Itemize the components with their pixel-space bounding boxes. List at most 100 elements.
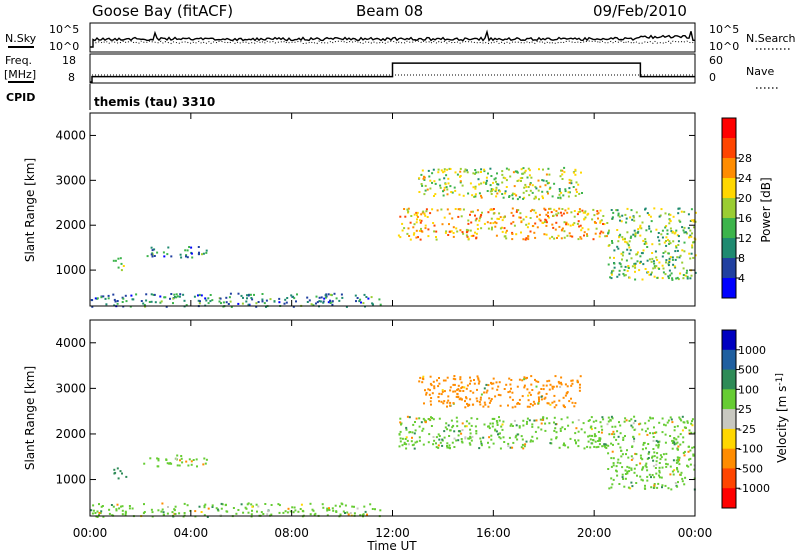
colorbar-label: 1000 [738, 344, 766, 357]
scatter-cell [515, 424, 518, 427]
scatter-cell [545, 233, 548, 236]
scatter-cell [124, 510, 127, 513]
scatter-cell [652, 465, 655, 468]
scatter-cell [178, 464, 181, 467]
scatter-cell [428, 175, 431, 178]
colorbar-swatch [722, 138, 736, 159]
scatter-cell [669, 256, 672, 259]
scatter-cell [499, 404, 502, 407]
scatter-cell [616, 275, 619, 278]
scatter-cell [440, 393, 443, 396]
scatter-cell [547, 211, 549, 214]
scatter-cell [191, 256, 194, 259]
scatter-cell [273, 300, 276, 303]
scatter-cell [642, 466, 645, 469]
scatter-cell [469, 229, 472, 232]
scatter-cell [442, 190, 444, 193]
scatter-cell [482, 436, 485, 439]
scatter-cell [647, 419, 650, 422]
scatter-cell [655, 431, 658, 434]
scatter-cell [529, 403, 532, 405]
scatter-cell [399, 440, 402, 443]
scatter-cell [588, 419, 591, 422]
scatter-cell [577, 430, 580, 433]
scatter-cell [492, 212, 495, 215]
scatter-cell [425, 393, 428, 396]
scatter-cell [626, 465, 629, 468]
scatter-cell [419, 376, 422, 379]
scatter-cell [495, 430, 498, 433]
freq-label-2: [MHz] [4, 68, 36, 81]
x-tick-label: 20:00 [577, 526, 612, 540]
scatter-cell [612, 443, 614, 446]
scatter-cell [229, 300, 232, 303]
scatter-cell [620, 252, 623, 255]
scatter-cell [553, 394, 556, 397]
scatter-cell [599, 232, 602, 235]
scatter-cell [503, 441, 506, 443]
scatter-cell [311, 508, 314, 511]
scatter-cell [292, 295, 295, 298]
scatter-cell [522, 424, 525, 427]
scatter-cell [287, 507, 290, 510]
scatter-cell [320, 296, 323, 299]
scatter-cell [453, 375, 456, 377]
scatter-cell [490, 175, 493, 177]
scatter-cell [562, 396, 565, 399]
scatter-cell [546, 190, 549, 193]
scatter-cell [163, 296, 166, 299]
scatter-cell [676, 468, 679, 471]
scatter-cell [557, 380, 560, 383]
scatter-cell [205, 299, 208, 302]
scatter-cell [597, 431, 600, 433]
scatter-cell [438, 382, 441, 385]
scatter-cell [176, 464, 179, 467]
scatter-cell [599, 209, 602, 212]
scatter-cell [607, 444, 610, 447]
scatter-cell [101, 505, 104, 507]
scatter-cell [516, 180, 519, 182]
scatter-cell [690, 219, 693, 222]
scatter-cell [456, 392, 459, 395]
scatter-cell [663, 423, 665, 426]
scatter-cell [674, 258, 677, 261]
scatter-cell [461, 231, 464, 234]
scatter-cell [583, 231, 586, 234]
scatter-cell [558, 446, 561, 449]
scatter-cell [467, 219, 470, 222]
scatter-cell [530, 439, 533, 442]
scatter-cell [367, 297, 370, 300]
scatter-cell [584, 210, 587, 213]
scatter-cell [630, 458, 633, 461]
scatter-cell [437, 444, 440, 447]
scatter-cell [550, 211, 553, 214]
scatter-cell [169, 297, 171, 300]
scatter-cell [94, 297, 97, 300]
scatter-cell [567, 446, 570, 449]
scatter-cell [669, 227, 672, 230]
scatter-cell [577, 381, 579, 384]
scatter-cell [648, 213, 651, 216]
scatter-cell [491, 422, 494, 425]
scatter-cell [422, 443, 425, 446]
scatter-cell [623, 420, 626, 423]
scatter-cell [612, 430, 615, 433]
scatter-cell [255, 503, 258, 506]
scatter-cell [220, 302, 222, 305]
scatter-cell [533, 419, 536, 422]
scatter-cell [579, 210, 582, 213]
scatter-cell [175, 457, 178, 460]
scatter-cell [480, 442, 483, 445]
scatter-cell [105, 303, 108, 306]
scatter-cell [423, 419, 426, 422]
scatter-cell [432, 380, 435, 383]
scatter-cell [431, 208, 434, 211]
y-tick-label: 2000 [55, 218, 86, 232]
colorbar-swatch [722, 369, 736, 390]
scatter-cell [505, 229, 508, 232]
scatter-cell [686, 421, 689, 424]
scatter-cell [433, 224, 436, 227]
scatter-cell [650, 260, 653, 263]
scatter-cell [489, 167, 492, 170]
x-tick-label: 00:00 [73, 526, 108, 540]
